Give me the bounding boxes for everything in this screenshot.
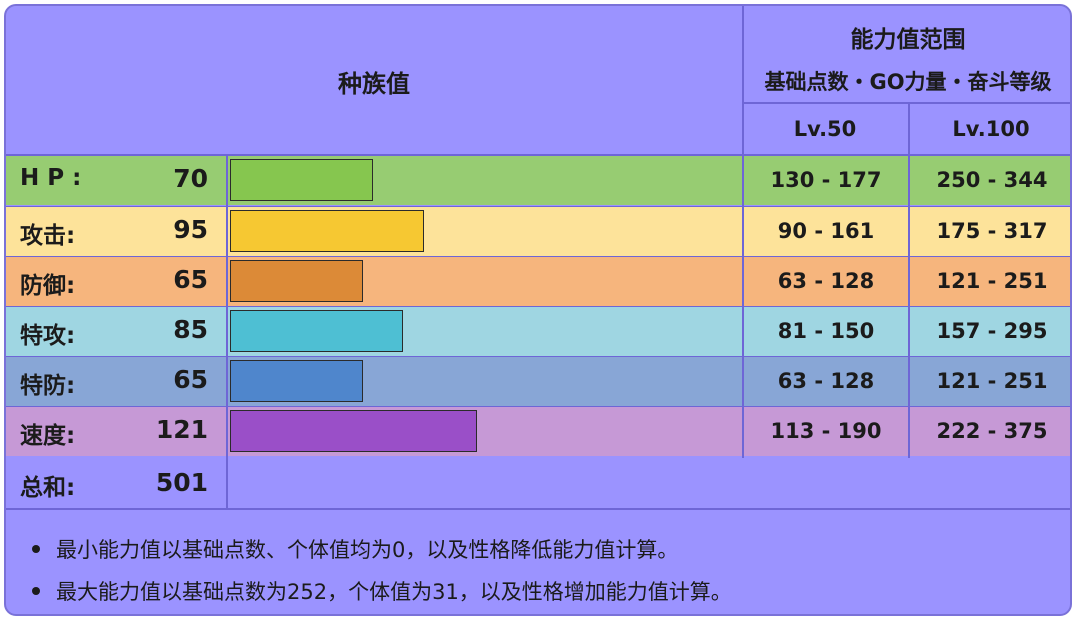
lv100-range: 121 - 251 (936, 269, 1048, 293)
range-title: 能力值范围 (850, 27, 966, 53)
lv100-range: 250 - 344 (936, 168, 1048, 192)
stat-row: 特防: 65 63 - 128 121 - 251 (6, 357, 1070, 406)
range-subtitle: 基础点数・GO力量・奋斗等级 (764, 70, 1052, 94)
stat-bar (230, 260, 363, 302)
stat-value: 85 (173, 315, 208, 344)
stat-value: 70 (173, 164, 208, 193)
stat-bar (230, 360, 363, 402)
lv50-range: 63 - 128 (777, 369, 875, 393)
stat-bar (230, 159, 373, 201)
lv50-range: 113 - 190 (770, 419, 882, 443)
stat-label: H P : (20, 165, 82, 191)
lv50-range: 81 - 150 (777, 319, 875, 343)
bullet-icon (32, 545, 40, 553)
stat-row: H P : 70 130 - 177 250 - 344 (6, 156, 1070, 205)
row-divider (6, 356, 1070, 357)
stat-label: 速度: (20, 423, 76, 449)
divider (744, 102, 1070, 104)
stat-value: 65 (173, 365, 208, 394)
row-divider (6, 306, 1070, 307)
note-min: 最小能力值以基础点数、个体值均为0，以及性格降低能力值计算。 (32, 534, 678, 564)
divider (6, 154, 1070, 156)
stat-bar (230, 210, 424, 252)
divider (6, 508, 1070, 510)
lv100-range: 175 - 317 (936, 219, 1048, 243)
stat-row: 速度: 121 113 - 190 222 - 375 (6, 407, 1070, 456)
total-row: 总和: 501 (6, 458, 1070, 508)
bullet-icon (32, 587, 40, 595)
stat-row: 防御: 65 63 - 128 121 - 251 (6, 257, 1070, 306)
row-divider (6, 406, 1070, 407)
stat-value: 121 (155, 415, 208, 444)
stat-label: 防御: (20, 273, 76, 299)
divider (908, 102, 910, 458)
lv50-range: 90 - 161 (777, 219, 875, 243)
base-stats-header: 种族值 (338, 70, 410, 98)
stat-label: 特攻: (20, 323, 76, 349)
stat-value: 95 (173, 215, 208, 244)
base-stats-table: 种族值 能力值范围 基础点数・GO力量・奋斗等级 Lv.50 Lv.100 H … (4, 4, 1072, 616)
total-label: 总和: (20, 475, 76, 501)
lv100-range: 222 - 375 (936, 419, 1048, 443)
stat-bar (230, 410, 477, 452)
row-divider (6, 206, 1070, 207)
stat-label: 特防: (20, 373, 76, 399)
stat-label: 攻击: (20, 223, 76, 249)
stat-row: 特攻: 85 81 - 150 157 - 295 (6, 307, 1070, 356)
total-value: 501 (155, 468, 208, 497)
divider (226, 154, 228, 508)
note-max: 最大能力值以基础点数为252，个体值为31，以及性格增加能力值计算。 (32, 576, 732, 606)
divider (742, 6, 744, 458)
lv50-range: 130 - 177 (770, 168, 882, 192)
row-divider (6, 256, 1070, 257)
note-max-text: 最大能力值以基础点数为252，个体值为31，以及性格增加能力值计算。 (56, 580, 732, 604)
lv100-header: Lv.100 (952, 117, 1030, 141)
stat-bar (230, 310, 403, 352)
lv100-range: 157 - 295 (936, 319, 1048, 343)
stat-value: 65 (173, 265, 208, 294)
note-min-text: 最小能力值以基础点数、个体值均为0，以及性格降低能力值计算。 (56, 538, 679, 562)
lv50-header: Lv.50 (793, 117, 857, 141)
lv50-range: 63 - 128 (777, 269, 875, 293)
stat-row: 攻击: 95 90 - 161 175 - 317 (6, 207, 1070, 256)
lv100-range: 121 - 251 (936, 369, 1048, 393)
